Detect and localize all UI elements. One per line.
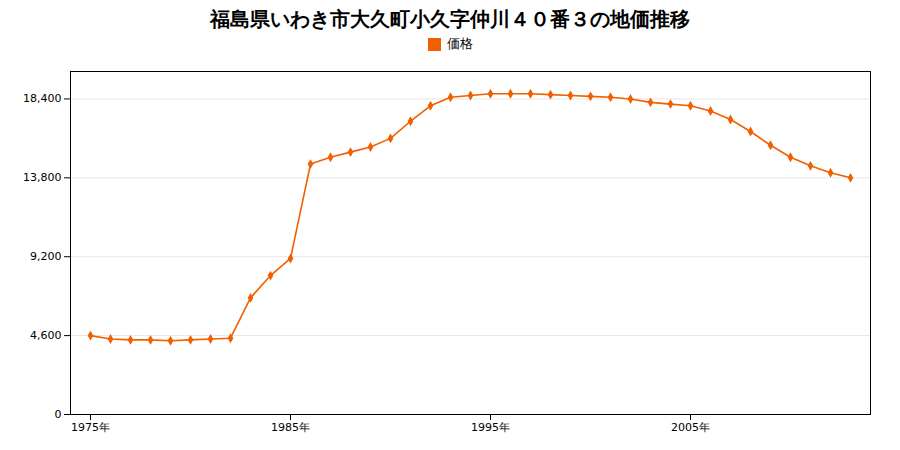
html-text:価格: 価格 xyxy=(446,36,473,51)
svg-text:9,200: 9,200 xyxy=(30,250,62,263)
svg-text:0: 0 xyxy=(55,408,62,421)
html-text:福島県いわき市大久町小久字仲川４０番３の地価推移: 福島県いわき市大久町小久字仲川４０番３の地価推移 xyxy=(210,7,690,31)
svg-text:13,800: 13,800 xyxy=(23,171,62,184)
svg-text:1985年: 1985年 xyxy=(271,421,310,434)
svg-text:4,600: 4,600 xyxy=(30,329,62,342)
svg-text:2005年: 2005年 xyxy=(671,421,710,434)
svg-text:1975年: 1975年 xyxy=(71,421,110,434)
svg-text:1995年: 1995年 xyxy=(471,421,510,434)
svg-text:18,400: 18,400 xyxy=(23,92,62,105)
